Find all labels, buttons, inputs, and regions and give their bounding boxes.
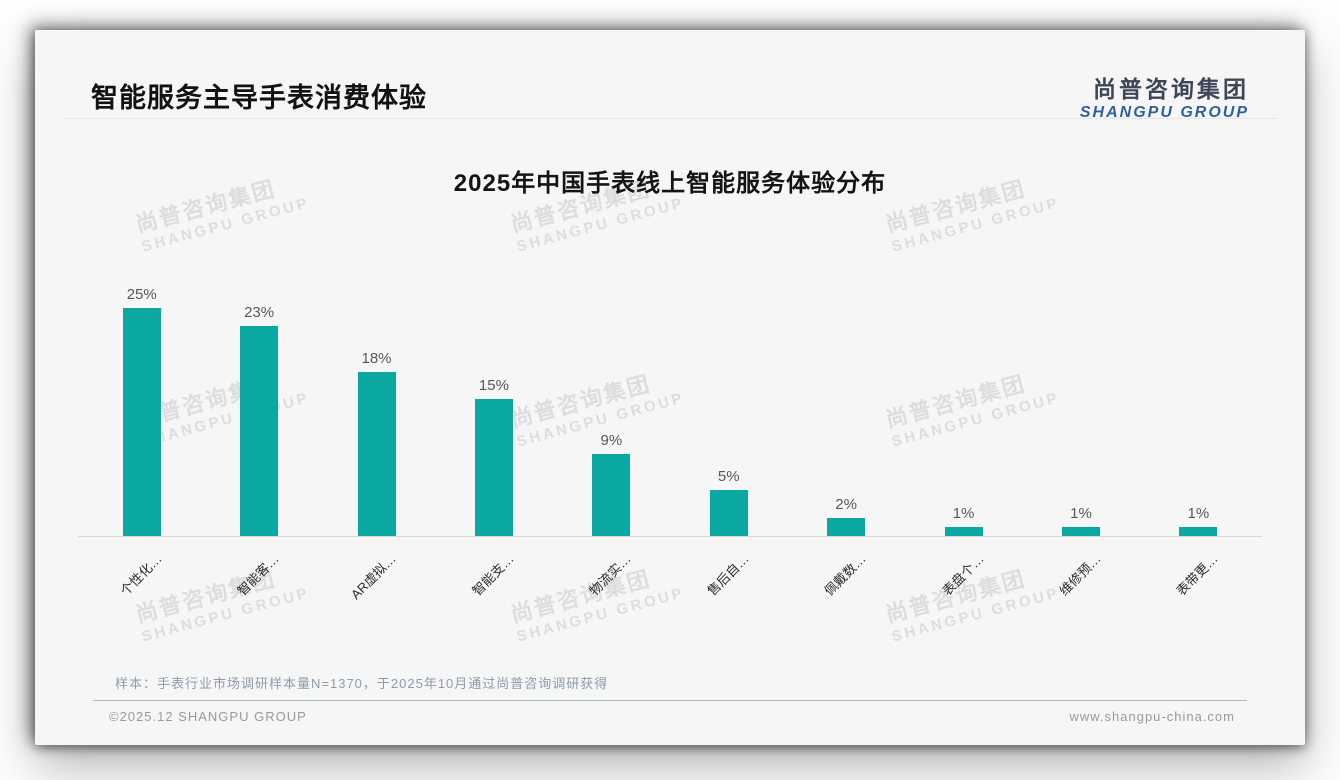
card-footer: ©2025.12 SHANGPU GROUP www.shangpu-china…	[35, 701, 1305, 724]
bar	[240, 326, 279, 536]
bar	[1179, 527, 1218, 536]
x-axis-label: 维修预…	[1056, 551, 1104, 599]
bar-value-label: 1%	[952, 505, 975, 522]
bar	[357, 372, 396, 536]
x-axis-label-cell: 智能客…	[200, 537, 317, 619]
bar-column: 1%	[905, 505, 1022, 536]
x-axis-label-cell: 佩戴数…	[787, 537, 904, 619]
x-axis-label-cell: AR虚拟…	[318, 537, 435, 619]
x-axis-label: 智能客…	[234, 551, 282, 599]
bar	[1061, 527, 1100, 536]
bar-column: 5%	[670, 468, 787, 536]
bar-series: 25% 23% 18% 15% 9% 5% 2% 1% 1% 1%	[83, 276, 1257, 536]
bar-column: 1%	[1022, 505, 1139, 536]
bar-column: 1%	[1140, 505, 1257, 536]
bar	[944, 527, 983, 536]
header-divider	[63, 118, 1277, 119]
x-axis-line	[78, 536, 1262, 537]
x-axis-label: 表盘个…	[938, 551, 987, 599]
bar	[592, 454, 631, 536]
bar	[122, 308, 161, 536]
company-logo: 尚普咨询集团 SHANGPU GROUP	[1080, 64, 1249, 122]
bar	[709, 490, 748, 536]
bar-value-label: 9%	[600, 432, 623, 449]
x-axis-label: 物流实…	[586, 551, 635, 599]
x-axis-label: 售后自…	[704, 551, 752, 599]
sample-note: 样本：手表行业市场调研样本量N=1370，于2025年10月通过尚普咨询调研获得	[115, 676, 609, 691]
bar	[827, 518, 866, 536]
x-axis-label-cell: 维修预…	[1022, 537, 1139, 619]
page-title: 智能服务主导手表消费体验	[91, 83, 427, 113]
logo-english-name: SHANGPU GROUP	[1079, 104, 1249, 121]
bar	[474, 399, 513, 536]
x-axis-label: 智能支…	[469, 551, 517, 599]
bar-column: 15%	[435, 377, 552, 536]
website-text: www.shangpu-china.com	[1069, 709, 1235, 724]
x-axis-label-cell: 智能支…	[435, 537, 552, 619]
bar-value-label: 25%	[126, 286, 157, 303]
x-axis-label-cell: 物流实…	[553, 537, 670, 619]
bar-column: 9%	[553, 432, 670, 536]
bar-value-label: 1%	[1070, 505, 1092, 522]
bar-value-label: 18%	[361, 350, 392, 367]
x-axis-label: 个性化…	[117, 551, 165, 599]
bar-column: 18%	[318, 350, 435, 536]
x-axis-label-cell: 表盘个…	[905, 537, 1022, 619]
x-axis-label-cell: 售后自…	[670, 537, 787, 619]
bar-value-label: 5%	[717, 468, 740, 485]
report-card: 尚普咨询集团 SHANGPU GROUP 尚普咨询集团 SHANGPU GROUP 尚普…	[35, 30, 1305, 745]
bar-column: 2%	[787, 496, 904, 536]
card-header: 智能服务主导手表消费体验 尚普咨询集团 SHANGPU GROUP	[35, 30, 1305, 121]
copyright-text: ©2025.12 SHANGPU GROUP	[109, 709, 307, 724]
chart-title: 2025年中国手表线上智能服务体验分布	[453, 170, 887, 197]
bar-value-label: 2%	[835, 496, 857, 513]
bar-value-label: 1%	[1187, 505, 1210, 522]
x-axis-labels: 个性化… 智能客… AR虚拟… 智能支… 物流实… 售后自… 佩戴数… 表盘个… 维修预… 表带更…	[83, 537, 1257, 619]
x-axis-label: AR虚拟…	[348, 551, 400, 603]
bar-column: 25%	[83, 286, 200, 536]
x-axis-label-cell: 个性化…	[83, 537, 200, 619]
bar-value-label: 23%	[244, 304, 275, 321]
x-axis-label: 佩戴数…	[821, 551, 869, 599]
footer-divider	[93, 700, 1247, 701]
x-axis-label: 表带更…	[1173, 551, 1222, 599]
x-axis-label-cell: 表带更…	[1140, 537, 1257, 619]
bar-column: 23%	[200, 304, 317, 536]
bar-value-label: 15%	[478, 377, 509, 394]
logo-chinese-name: 尚普咨询集团	[1093, 76, 1249, 102]
